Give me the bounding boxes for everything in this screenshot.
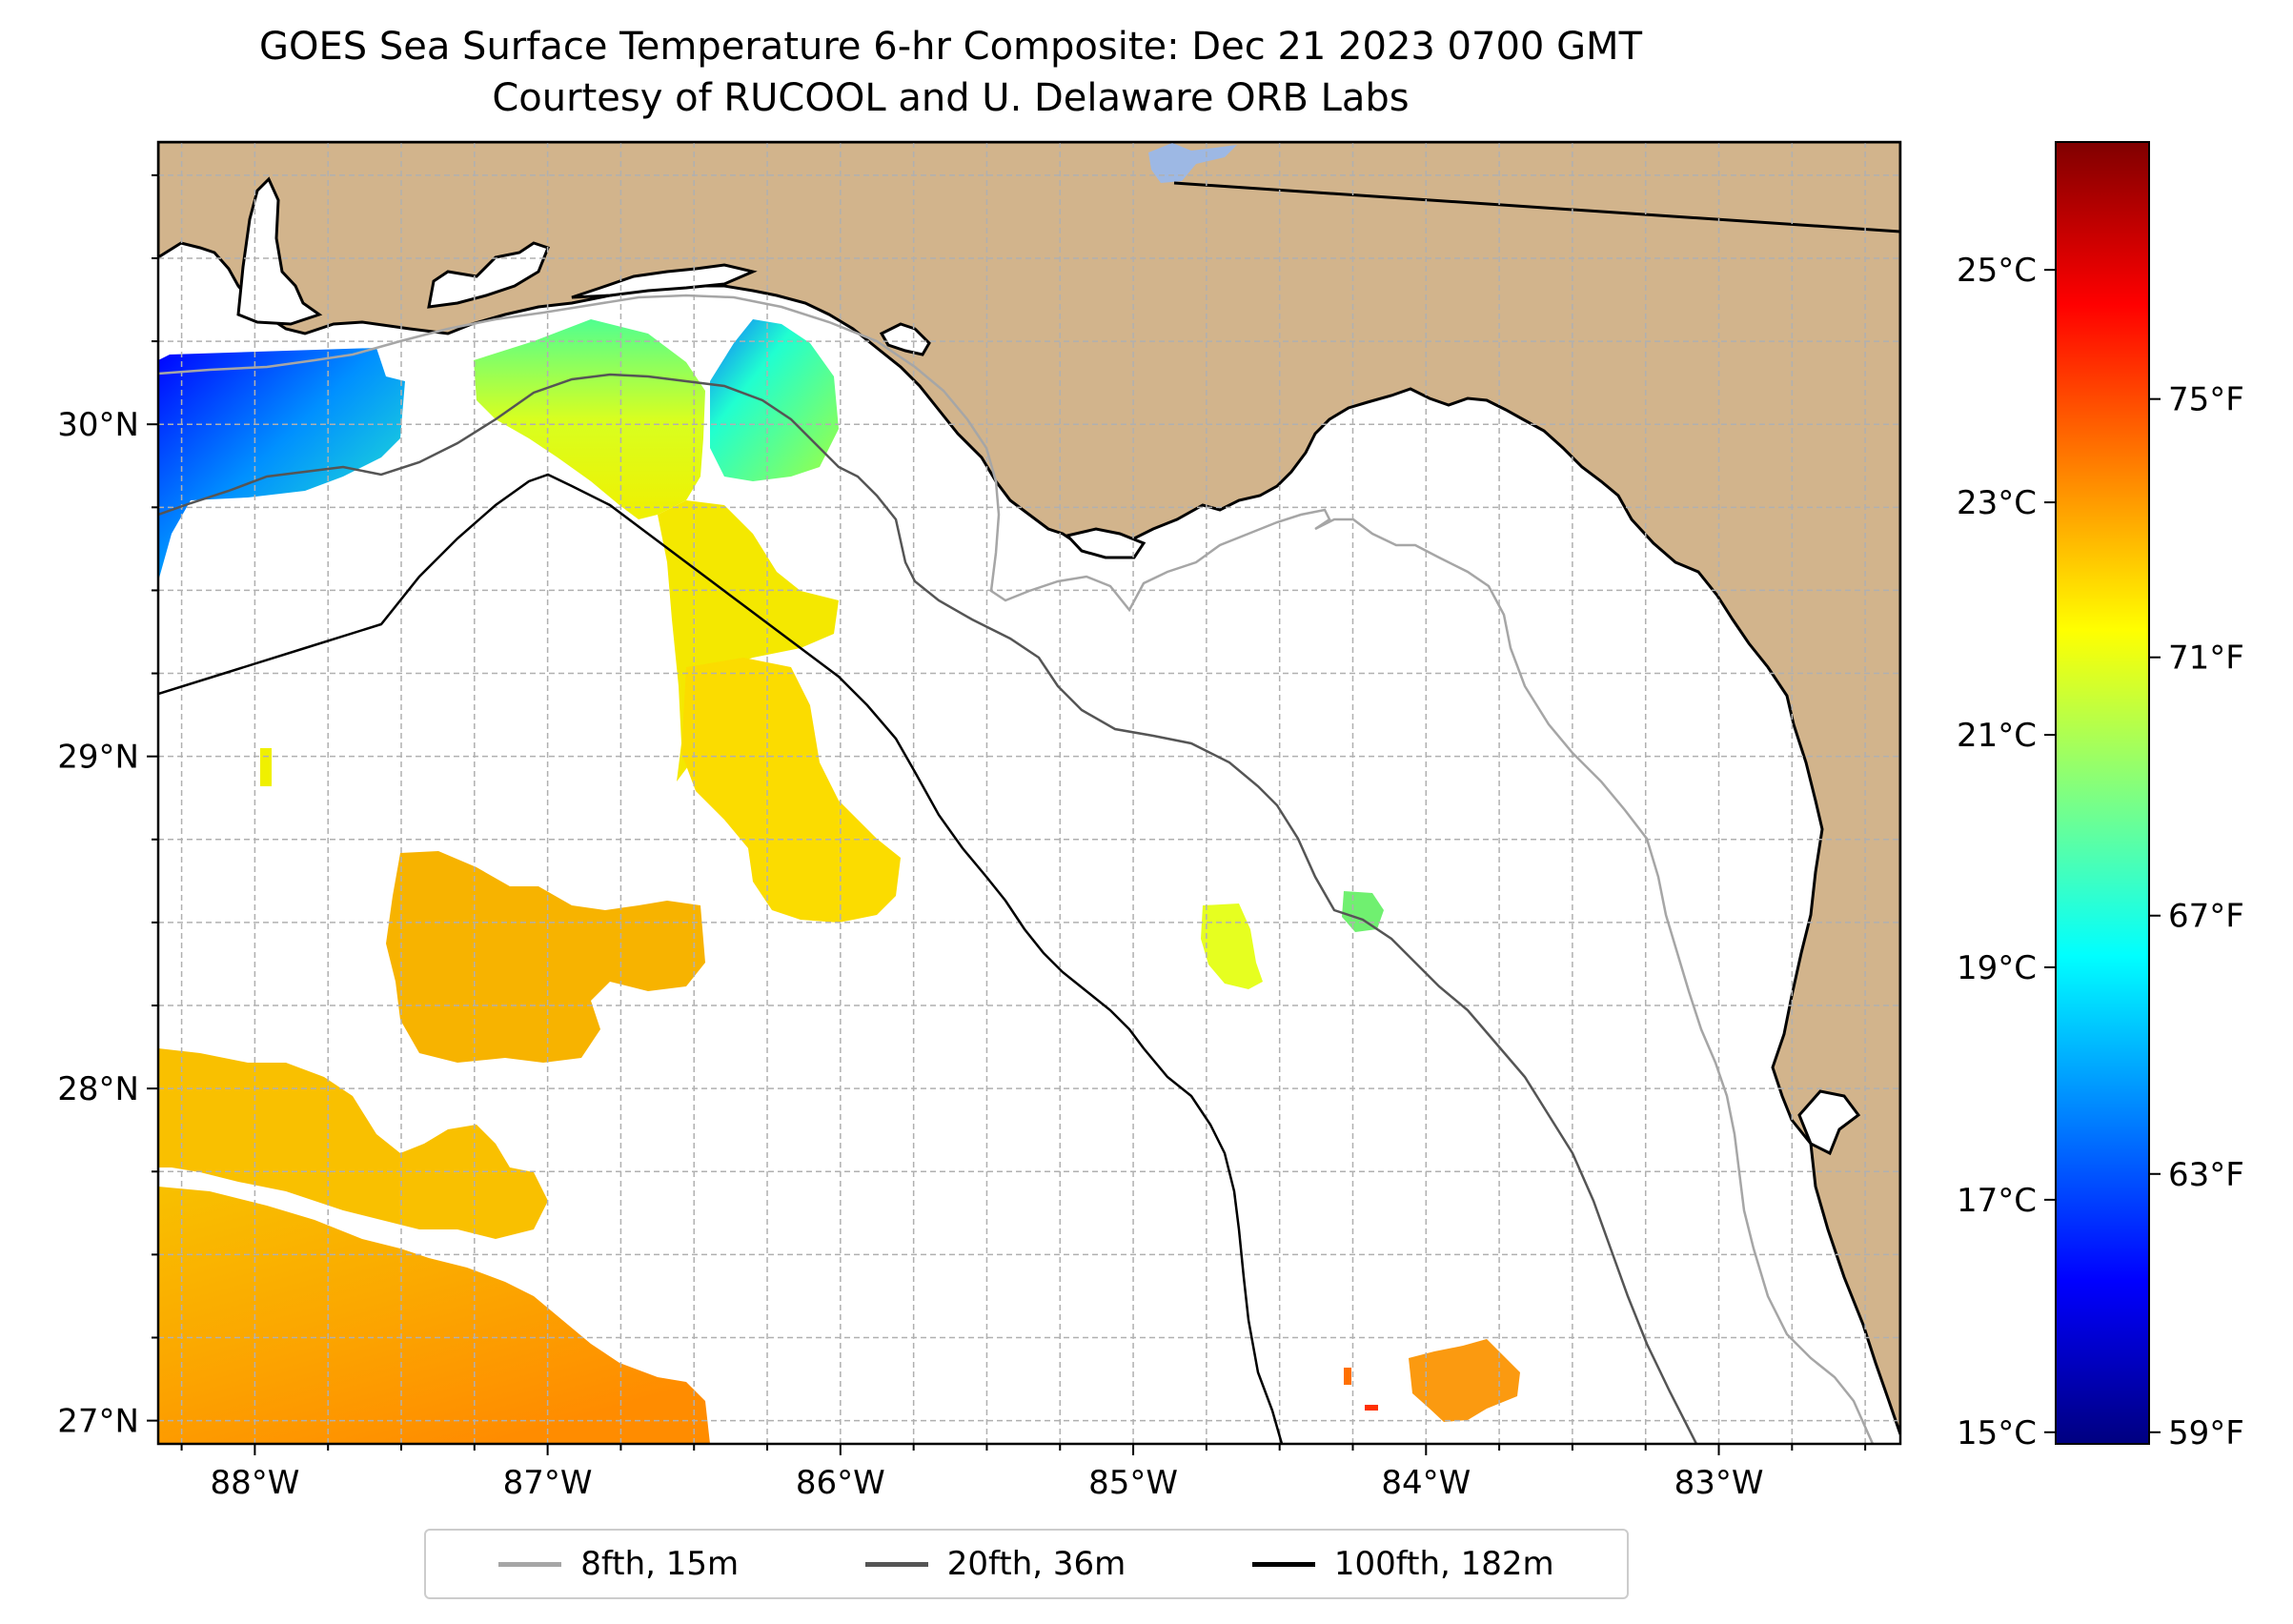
legend-swatch-100fth xyxy=(1251,1561,1315,1567)
chart-title: GOES Sea Surface Temperature 6-hr Compos… xyxy=(258,25,1643,69)
x-tick-label: 88°W xyxy=(210,1464,299,1502)
colorbar xyxy=(2055,141,2150,1445)
sst-patch-desoto-tongue xyxy=(658,500,839,782)
legend-item-20fth: 20fth, 36m xyxy=(864,1545,1126,1583)
fahrenheit-tick-label: 67°F xyxy=(2168,898,2244,936)
sst-patch-speck-c xyxy=(260,748,272,786)
sst-patch-destin xyxy=(710,319,839,481)
sst-patch-southeast xyxy=(1409,1339,1520,1422)
fahrenheit-tick-label: 59°F xyxy=(2168,1414,2244,1452)
fahrenheit-tick-label: 63°F xyxy=(2168,1156,2244,1194)
lake xyxy=(1148,143,1237,183)
legend-swatch-20fth xyxy=(864,1561,928,1567)
celsius-tick-label: 25°C xyxy=(1957,252,2037,290)
sst-patch-speck-b xyxy=(1365,1405,1378,1411)
map-area xyxy=(158,142,1900,1444)
celsius-tick-label: 15°C xyxy=(1957,1414,2037,1452)
chart-subtitle: Courtesy of RUCOOL and U. Delaware ORB L… xyxy=(492,76,1410,120)
sst-patch-mobile-offshore xyxy=(474,319,705,519)
sst-patch-northwest xyxy=(158,348,405,581)
isobath-20fth xyxy=(158,373,1698,1444)
sst-patch-southwest-upper xyxy=(158,1048,548,1239)
legend-swatch-8fth xyxy=(498,1561,562,1567)
legend-label-20fth: 20fth, 36m xyxy=(946,1545,1126,1583)
sst-patch-speck-a xyxy=(1344,1368,1351,1385)
pensacola-bay xyxy=(427,241,550,309)
sst-patch-desoto-south xyxy=(681,658,901,923)
x-tick-label: 84°W xyxy=(1381,1464,1471,1502)
legend-item-100fth: 100fth, 182m xyxy=(1251,1545,1554,1583)
y-tick-label: 28°N xyxy=(57,1070,139,1108)
x-tick-label: 87°W xyxy=(503,1464,593,1502)
y-tick-label: 30°N xyxy=(57,406,139,444)
apalachicola-bay xyxy=(1065,527,1146,559)
sst-patch-central-shelf xyxy=(386,851,705,1063)
y-tick-label: 27°N xyxy=(57,1403,139,1441)
axes-ticks: 88°W 87°W 86°W 85°W 84°W 83°W 27°N 28°N 29°N 30°N xyxy=(57,173,1867,1502)
fahrenheit-tick-label: 71°F xyxy=(2168,639,2244,678)
tampa-bay xyxy=(1797,1089,1861,1156)
isobath-legend: 8fth, 15m 20fth, 36m 100fth, 182m xyxy=(424,1529,1629,1599)
fahrenheit-tick-label: 75°F xyxy=(2168,381,2244,419)
isobath-8fth xyxy=(158,294,1875,1444)
celsius-tick-label: 19°C xyxy=(1957,949,2037,987)
x-tick-label: 86°W xyxy=(796,1464,885,1502)
celsius-tick-label: 23°C xyxy=(1957,484,2037,522)
legend-label-8fth: 8fth, 15m xyxy=(580,1545,740,1583)
colorbar-ticks: 15°C 17°C 19°C 21°C 23°C 25°C 59°F 63°F 67°F 71°F… xyxy=(1957,252,2244,1452)
st-andrew-bay xyxy=(879,322,931,356)
x-tick-label: 83°W xyxy=(1674,1464,1764,1502)
gridlines xyxy=(158,142,1900,1444)
x-tick-label: 85°W xyxy=(1088,1464,1178,1502)
land-mass xyxy=(158,142,1900,1435)
celsius-tick-label: 21°C xyxy=(1957,717,2037,755)
sst-layer xyxy=(158,319,1520,1444)
state-border xyxy=(1173,181,1900,233)
mobile-bay xyxy=(236,176,323,326)
legend-item-8fth: 8fth, 15m xyxy=(498,1545,739,1583)
sst-patch-big-bend xyxy=(1201,903,1263,989)
celsius-tick-label: 17°C xyxy=(1957,1182,2037,1220)
isobath-100fth xyxy=(158,473,1284,1444)
choctawhatchee-bay xyxy=(571,263,758,299)
legend-label-100fth: 100fth, 182m xyxy=(1333,1545,1554,1583)
map-frame xyxy=(156,140,1902,1446)
y-tick-label: 29°N xyxy=(57,739,139,777)
sst-patch-southwest-lower xyxy=(158,1187,710,1444)
